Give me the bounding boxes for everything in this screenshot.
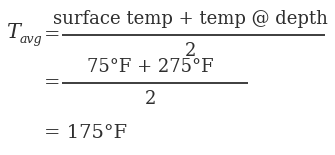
Text: surface temp + temp @ depth: surface temp + temp @ depth [53, 10, 327, 28]
Text: =: = [44, 74, 61, 92]
Text: avg: avg [20, 33, 43, 46]
Text: T: T [6, 24, 20, 42]
Text: =: = [44, 26, 61, 44]
Text: 75°F + 275°F: 75°F + 275°F [87, 58, 213, 76]
Text: = 175°F: = 175°F [44, 124, 127, 142]
Text: 2: 2 [144, 90, 156, 108]
Text: 2: 2 [184, 42, 196, 60]
